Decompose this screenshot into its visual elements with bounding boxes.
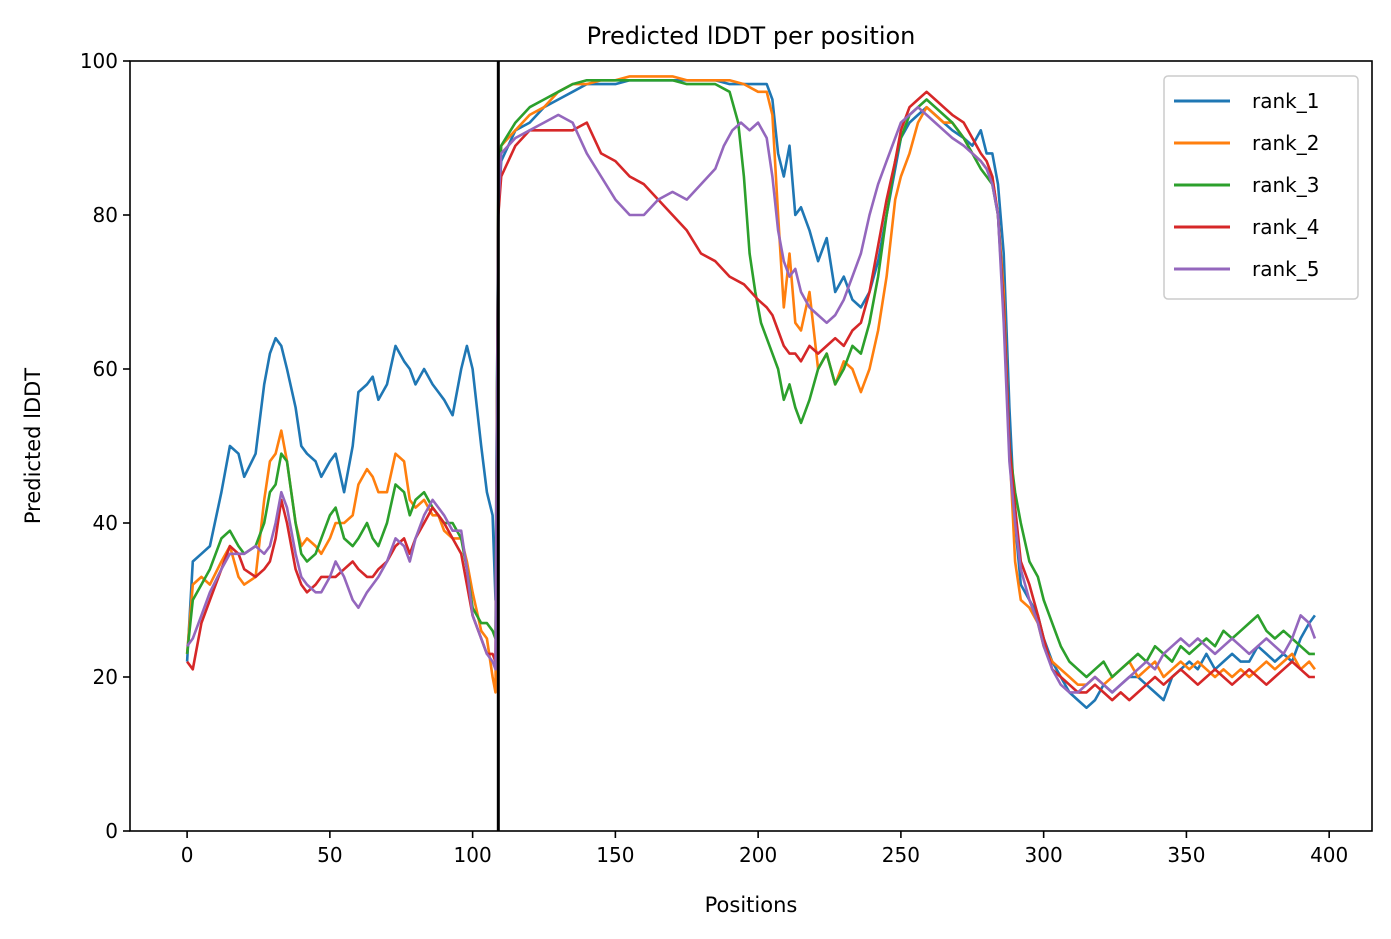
legend-box [1163,75,1359,300]
legend-label-rank_4: rank_4 [1252,215,1319,239]
series-line-rank_4 [186,90,1315,702]
series-line-rank_1 [185,79,1316,710]
series-line-rank_3 [185,79,1315,679]
x-tick-label: 350 [1167,843,1205,867]
y-axis-ticks: 0 20 40 60 80 100 [80,49,130,843]
x-tick-label: 300 [1025,843,1063,867]
axes-frame [129,60,1373,832]
plot-area [129,60,1373,832]
legend-label-rank_5: rank_5 [1252,257,1319,281]
x-tick-label: 400 [1310,843,1348,867]
y-tick-label: 100 [80,49,118,73]
legend-label-rank_2: rank_2 [1252,131,1319,155]
series-group [185,75,1317,710]
x-tick-label: 0 [181,843,194,867]
x-tick-label: 50 [317,843,342,867]
series-line-rank_2 [185,75,1316,694]
x-axis-ticks: 0 50 100 150 200 250 300 350 400 [181,831,1348,867]
x-axis-label: Positions [705,893,798,917]
y-tick-label: 0 [105,819,118,843]
y-tick-label: 60 [93,357,118,381]
y-tick-label: 80 [93,203,118,227]
x-tick-label: 150 [596,843,634,867]
y-axis-label: Predicted lDDT [21,368,45,524]
x-tick-label: 200 [739,843,777,867]
x-tick-label: 100 [454,843,492,867]
legend: rank_1 rank_2 rank_3 rank_4 rank_5 [1163,75,1359,300]
legend-label-rank_1: rank_1 [1252,89,1319,113]
legend-label-rank_3: rank_3 [1252,173,1319,197]
y-tick-label: 40 [93,511,118,535]
x-tick-label: 250 [882,843,920,867]
chart-title: Predicted lDDT per position [587,22,916,50]
y-tick-label: 20 [93,665,118,689]
series-line-rank_5 [186,105,1317,694]
